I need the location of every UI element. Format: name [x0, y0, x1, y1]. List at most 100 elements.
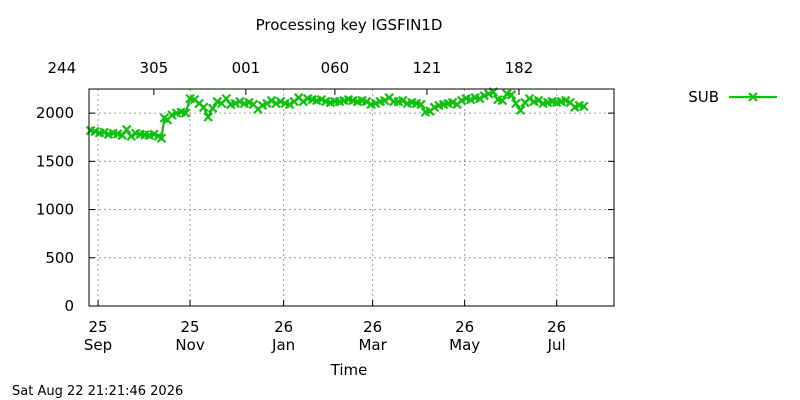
series-sub: [85, 87, 589, 143]
x-tick-label: 26: [274, 318, 293, 336]
data-point-stroke: [85, 125, 96, 136]
data-point-stroke: [474, 93, 485, 104]
legend-label: SUB: [688, 88, 719, 106]
x-tick-label: May: [449, 336, 480, 354]
data-point: [156, 133, 167, 143]
x-top-tick-label: 244: [48, 59, 77, 77]
data-point-stroke: [560, 95, 571, 106]
data-point-stroke: [461, 93, 471, 104]
data-point: [511, 98, 521, 109]
data-point-stroke: [416, 99, 426, 110]
data-point-stroke: [574, 100, 585, 111]
data-point: [198, 102, 209, 113]
data-point-stroke: [506, 90, 517, 100]
data-point: [126, 131, 137, 142]
data-point-stroke: [203, 112, 213, 122]
x-tick-label: 25: [181, 318, 200, 336]
x-tick-label: Nov: [175, 336, 204, 354]
data-point-stroke: [502, 89, 512, 99]
plot-frame: [88, 88, 615, 307]
x-top-tick-label: 001: [232, 59, 261, 77]
x-top-tick-label: 121: [413, 59, 442, 77]
data-point-stroke: [112, 129, 123, 139]
data-point-stroke: [533, 95, 544, 106]
x-tick-label: 26: [455, 318, 474, 336]
x-axis-label: Time: [330, 361, 368, 379]
data-point-stroke: [307, 94, 318, 105]
x-tick-label: Jan: [271, 336, 295, 354]
data-point: [416, 99, 426, 110]
data-point-stroke: [493, 94, 503, 105]
x-tick-label: Jul: [547, 336, 566, 354]
data-point-stroke: [90, 126, 100, 137]
data-point-stroke: [343, 94, 354, 105]
data-point-stroke: [194, 98, 204, 109]
data-point-stroke: [302, 93, 313, 104]
data-point-stroke: [248, 99, 259, 110]
data-point-stroke: [198, 102, 209, 113]
x-tick-label: Sep: [84, 336, 112, 354]
data-point: [579, 101, 589, 112]
data-point-stroke: [207, 103, 218, 114]
data-point-stroke: [407, 97, 417, 108]
y-tick-label: 0: [64, 297, 74, 315]
x-top-tick-label: 060: [321, 59, 350, 77]
x-tick-label: Mar: [358, 336, 387, 354]
data-point-stroke: [379, 95, 390, 106]
data-point-stroke: [221, 93, 232, 104]
data-point-stroke: [298, 96, 309, 107]
data-point-stroke: [497, 95, 508, 106]
data-point: [515, 105, 526, 115]
x-top-tick-label: 305: [140, 59, 169, 77]
chart-title: Processing key IGSFIN1D: [256, 16, 443, 34]
grid: [89, 89, 614, 306]
data-point-stroke: [515, 105, 526, 115]
data-point-stroke: [185, 93, 195, 104]
data-point-stroke: [262, 98, 272, 109]
legend: SUB: [688, 88, 777, 106]
y-tick-label: 2000: [36, 104, 74, 122]
legend-marker: [748, 92, 758, 102]
data-point-stroke: [384, 92, 394, 103]
data-point-stroke: [511, 98, 521, 109]
data-point-stroke: [189, 94, 200, 105]
data-point-stroke: [293, 92, 304, 103]
data-point-stroke: [244, 97, 254, 108]
data-point-stroke: [180, 108, 191, 118]
data-point-stroke: [524, 93, 535, 104]
data-point-stroke: [398, 95, 408, 106]
data-point: [262, 98, 272, 109]
data-point-stroke: [121, 124, 132, 135]
data-point-stroke: [411, 98, 422, 109]
data-point-stroke: [156, 133, 167, 143]
footer-timestamp: Sat Aug 22 21:21:46 2026: [12, 384, 183, 399]
data-point-stroke: [565, 97, 576, 108]
y-tick-label: 1500: [36, 152, 74, 170]
x-tick-label: 26: [547, 318, 566, 336]
y-tick-label: 500: [45, 249, 74, 267]
data-point: [398, 95, 408, 106]
data-point: [533, 95, 544, 106]
data-point: [474, 93, 485, 104]
data-point-stroke: [361, 96, 372, 107]
data-point: [121, 124, 132, 135]
data-point-stroke: [235, 96, 245, 107]
data-point-stroke: [266, 95, 277, 106]
x-tick-label: 26: [363, 318, 382, 336]
axes: 050010001500200025Sep25Nov26Jan26Mar26Ma…: [36, 59, 614, 354]
data-point-stroke: [447, 97, 458, 108]
y-tick-label: 1000: [36, 201, 74, 219]
data-point: [207, 103, 218, 114]
data-point-stroke: [280, 98, 290, 109]
data-point: [497, 95, 508, 106]
data-point-stroke: [321, 96, 331, 107]
data-point-stroke: [316, 94, 327, 105]
data-point-stroke: [176, 107, 186, 117]
data-point: [203, 112, 213, 122]
data-point: [298, 96, 309, 107]
data-point-stroke: [275, 96, 286, 107]
data-point: [266, 95, 277, 106]
data-point: [284, 99, 295, 110]
data-point-stroke: [99, 127, 109, 138]
data-point-stroke: [212, 96, 223, 107]
